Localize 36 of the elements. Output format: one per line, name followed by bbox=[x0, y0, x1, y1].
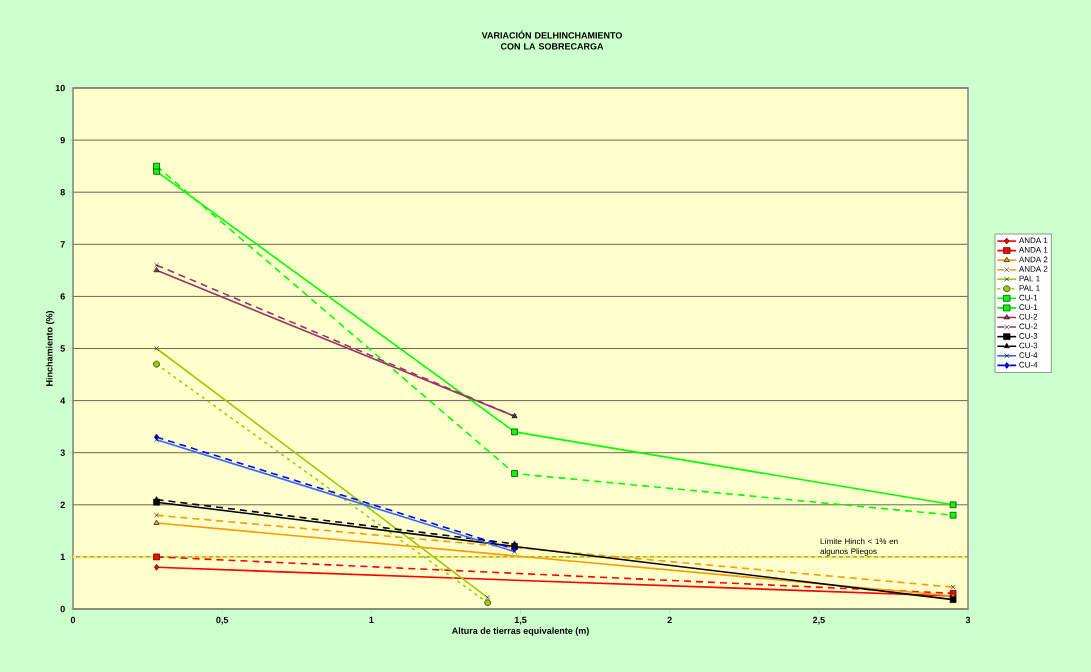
y-tick-label: 1 bbox=[60, 553, 65, 560]
legend-label: CU-2 bbox=[1019, 313, 1038, 320]
x-tick-label: 2,5 bbox=[812, 616, 825, 625]
y-tick-label: 4 bbox=[60, 397, 66, 404]
y-tick-label: 8 bbox=[60, 189, 65, 196]
legend-label: CU-4 bbox=[1019, 352, 1038, 358]
x-axis-title: Altura de tierras equivalente (m) bbox=[451, 627, 589, 636]
x-tick-label: 2 bbox=[667, 616, 672, 624]
legend-label: PAL 1 bbox=[1019, 275, 1040, 282]
x-tick-label: 0,5 bbox=[216, 616, 229, 625]
y-tick-label: 2 bbox=[60, 501, 65, 508]
y-tick-label: 9 bbox=[60, 136, 65, 144]
y-tick-label: 0 bbox=[60, 605, 65, 613]
ref-line-label: Límite Hinch < 1% en algunos Pliegos bbox=[820, 538, 898, 556]
legend-label: ANDA 2 bbox=[1018, 266, 1048, 272]
legend-label: PAL 1 bbox=[1019, 285, 1040, 291]
legend-label: CU-4 bbox=[1019, 361, 1038, 368]
legend-label: ANDA 2 bbox=[1018, 256, 1048, 263]
legend-label: CU-3 bbox=[1019, 333, 1038, 339]
chart-title: VARIACIÓN DELHINCHAMIENTO CON LA SOBRECARGA bbox=[481, 30, 622, 50]
x-tick-label: 0 bbox=[70, 616, 76, 624]
y-tick-label: 6 bbox=[60, 293, 65, 300]
y-tick-label: 5 bbox=[60, 345, 65, 352]
x-tick-label: 3 bbox=[965, 616, 971, 624]
legend-label: CU-2 bbox=[1019, 323, 1038, 330]
y-axis-title: Hinchamiento (%) bbox=[45, 310, 55, 386]
legend-label: CU-1 bbox=[1019, 294, 1038, 301]
y-tick-label: 3 bbox=[60, 449, 65, 456]
y-tick-label: 7 bbox=[60, 241, 65, 248]
x-tick-label: 1,5 bbox=[514, 616, 527, 625]
legend-label: ANDA 1 bbox=[1018, 237, 1048, 244]
legend-label: CU-1 bbox=[1019, 304, 1038, 311]
y-tick-label: 10 bbox=[55, 84, 65, 92]
legend-label: ANDA 1 bbox=[1018, 247, 1048, 253]
x-tick-label: 1 bbox=[369, 616, 374, 623]
legend-label: CU-3 bbox=[1019, 342, 1038, 349]
